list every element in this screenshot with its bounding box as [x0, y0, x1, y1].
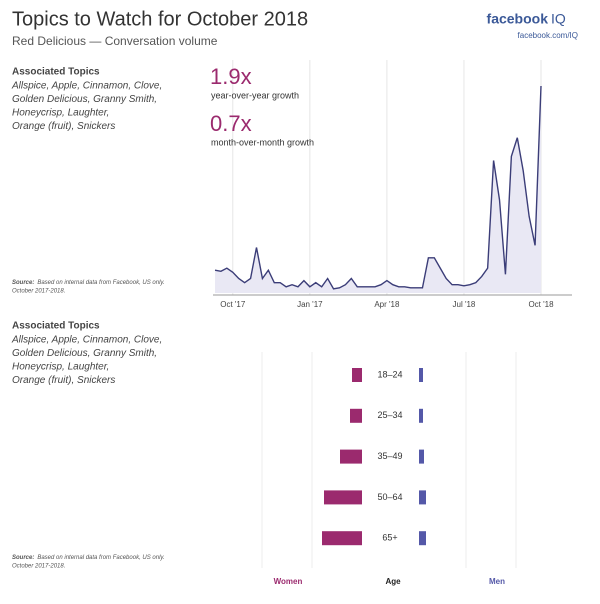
x-tick-label: Jan '17 — [297, 300, 323, 309]
x-tick-label: Oct '17 — [220, 300, 246, 309]
age-label: 35–49 — [377, 451, 402, 461]
bar-women — [322, 531, 362, 546]
topic-line: Honeycrisp, Laughter, — [12, 362, 109, 373]
source-text: Based on internal data from Facebook, US… — [37, 555, 164, 561]
topic-line: Golden Delicious, Granny Smith, — [12, 348, 157, 359]
bar-men — [419, 490, 426, 505]
panel-heading: Associated Topics — [12, 321, 100, 332]
panel-heading: Associated Topics — [12, 67, 100, 78]
topic-line: Orange (fruit), Snickers — [12, 121, 115, 132]
bar-women — [324, 490, 362, 505]
line — [214, 85, 542, 290]
x-tick-label: Jul '18 — [453, 300, 476, 309]
topic-line: Golden Delicious, Granny Smith, — [12, 94, 157, 105]
area — [215, 86, 541, 293]
bar-men — [419, 531, 426, 546]
topic-line: Allspice, Apple, Cinnamon, Clove, — [11, 81, 162, 92]
annotation-value: 1.9x — [210, 64, 252, 89]
bar-women — [340, 449, 362, 464]
age-label: 25–34 — [377, 410, 402, 420]
x-tick-label: Apr '18 — [374, 300, 400, 309]
source-note: Source: Based on internal data from Faceb… — [12, 555, 165, 561]
age-label: 18–24 — [377, 369, 402, 379]
topic-line: Orange (fruit), Snickers — [12, 375, 115, 386]
annotation-value: 0.7x — [210, 111, 252, 136]
legend-women: Women — [274, 577, 303, 586]
women-grid — [261, 352, 517, 568]
bar-men — [419, 449, 424, 464]
bar-women — [350, 408, 362, 423]
age-label: 50–64 — [377, 492, 402, 502]
source-text: October 2017-2018. — [12, 289, 65, 295]
subtitle: Red Delicious — Conversation volume — [12, 34, 218, 48]
logo-brand: facebook — [487, 11, 549, 27]
legend-men: Men — [489, 577, 505, 586]
source-text: Based on internal data from Facebook, US… — [37, 280, 164, 286]
bar-men — [419, 368, 423, 382]
title: Topics to Watch for October 2018 — [12, 8, 308, 30]
source-label: Source: — [12, 555, 34, 561]
source-note: Source: Based on internal data from Faceb… — [12, 280, 165, 286]
logo-url: facebook.com/IQ — [518, 31, 578, 40]
source-text: October 2017-2018. — [12, 564, 65, 570]
bar-women — [352, 368, 362, 382]
x-tick-label: Oct '18 — [528, 300, 554, 309]
annotation-label: month-over-month growth — [211, 137, 314, 147]
axis-label: Age — [385, 577, 401, 586]
source-label: Source: — [12, 280, 34, 286]
age-label: 65+ — [382, 533, 397, 543]
logo-suffix: IQ — [551, 11, 566, 27]
topic-line: Honeycrisp, Laughter, — [12, 108, 109, 119]
topic-line: Allspice, Apple, Cinnamon, Clove, — [11, 335, 162, 346]
bar-men — [419, 408, 423, 423]
annotation-label: year-over-year growth — [211, 90, 299, 100]
